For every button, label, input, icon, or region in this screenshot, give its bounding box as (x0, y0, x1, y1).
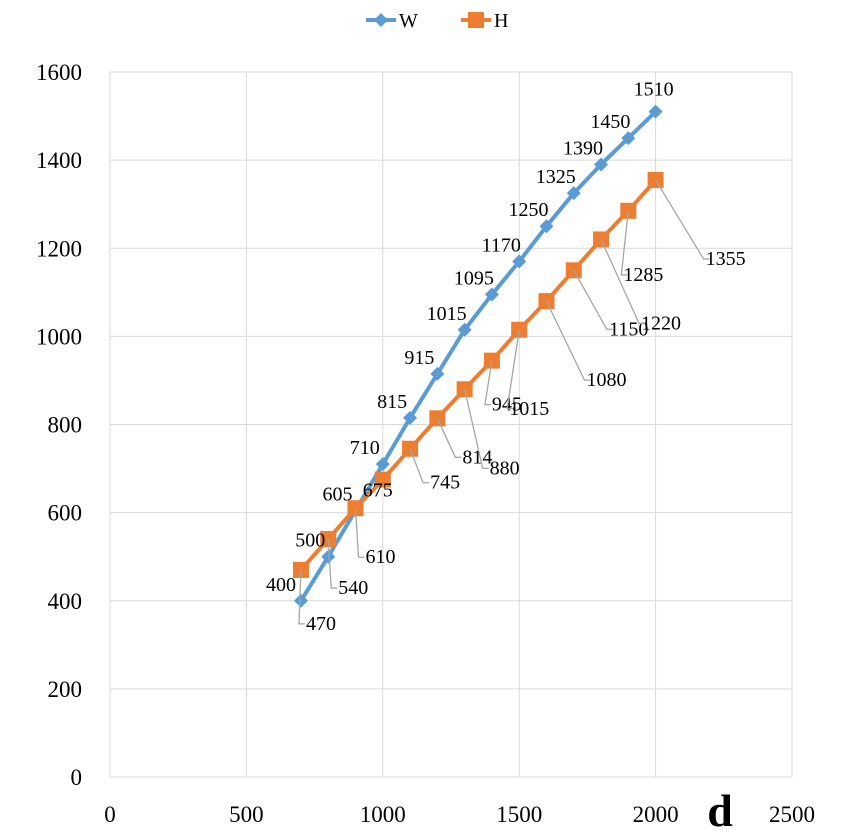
series-layer (292, 104, 664, 608)
data-label-H: 814 (462, 446, 492, 468)
point-W (512, 254, 527, 269)
leader-line-H (484, 360, 493, 406)
leader-line-H (655, 179, 710, 260)
leader-line-H (573, 269, 613, 330)
leader-line-H (620, 210, 629, 276)
y-tick-label: 1400 (36, 148, 82, 173)
data-label-W: 500 (295, 530, 325, 552)
data-label-W: 1170 (482, 234, 521, 256)
data-label-H: 1080 (586, 369, 626, 391)
point-W (430, 366, 445, 381)
data-label-H: 745 (430, 472, 460, 494)
legend-marker (374, 13, 388, 27)
leader-line-H (464, 389, 489, 469)
data-label-W: 1015 (427, 303, 467, 325)
data-label-W: 815 (377, 391, 407, 413)
legend-marker (468, 12, 484, 28)
y-tick-label: 600 (48, 501, 83, 526)
data-label-H: 610 (366, 546, 396, 568)
leader-line-H (545, 300, 591, 381)
legend-label: H (494, 10, 508, 32)
leader-line-H (506, 329, 520, 410)
leader-line-H (298, 569, 305, 625)
data-label-H: 880 (490, 457, 520, 479)
x-tick-label: 1000 (360, 802, 406, 827)
point-W (539, 219, 554, 234)
data-label-H: 675 (363, 480, 393, 502)
data-label-W: 1450 (590, 111, 630, 133)
leader-line-H (327, 539, 338, 589)
data-label-H: 1015 (509, 398, 549, 420)
y-tick-label: 1600 (36, 60, 82, 85)
data-label-H: 945 (492, 394, 522, 416)
leader-line-H (409, 448, 430, 484)
x-tick-label: 1500 (496, 802, 542, 827)
point-W (375, 457, 390, 472)
tick-labels: 0 500 1000 1500 2000 2500 0 200 400 600 800 1000 120… (36, 60, 815, 827)
point-W (621, 131, 636, 146)
y-tick-label: 200 (48, 677, 83, 702)
point-W (321, 549, 336, 564)
data-label-H: 1285 (623, 264, 663, 286)
x-tick-label: 500 (229, 802, 264, 827)
point-W (293, 593, 308, 608)
point-W (566, 186, 581, 201)
data-label-W: 1095 (454, 268, 494, 290)
x-axis-title: d (707, 785, 733, 832)
data-label-W: 1510 (634, 79, 674, 101)
y-tick-label: 1200 (36, 236, 82, 261)
data-label-H: 470 (306, 613, 336, 635)
y-tick-label: 0 (71, 765, 83, 790)
point-H (374, 471, 391, 488)
y-tick-label: 400 (48, 589, 83, 614)
data-label-W: 710 (350, 437, 380, 459)
x-tick-label: 2000 (633, 802, 679, 827)
legend-label: W (399, 10, 418, 32)
point-W (484, 287, 499, 302)
leader-line-H (354, 508, 365, 558)
data-label-W: 1390 (563, 138, 603, 160)
gridlines (109, 71, 793, 778)
x-tick-label: 0 (104, 802, 116, 827)
series-line-W (299, 110, 657, 602)
data-label-W: 400 (266, 574, 296, 596)
data-label-H: 1220 (641, 312, 681, 334)
point-W (594, 157, 609, 172)
data-labels: 400 500 605 710 815 915 1015 1095 1170 1250 1325 13… (266, 79, 746, 635)
point-W (648, 104, 663, 119)
data-label-H: 1355 (706, 248, 746, 270)
y-tick-label: 800 (48, 413, 83, 438)
leader-line-H (600, 239, 646, 325)
leader-line-H (436, 418, 462, 458)
y-tick-label: 1000 (36, 324, 82, 349)
point-W (457, 322, 472, 337)
data-label-H: 540 (338, 577, 368, 599)
data-label-W: 605 (323, 483, 353, 505)
data-label-W: 1325 (536, 166, 576, 188)
data-label-W: 1250 (508, 199, 548, 221)
point-W (403, 410, 418, 425)
data-label-W: 915 (404, 347, 434, 369)
x-tick-label: 2500 (769, 802, 815, 827)
